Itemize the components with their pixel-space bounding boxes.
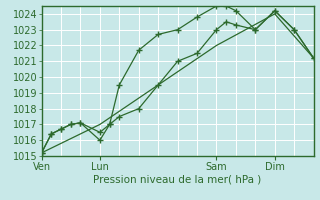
- X-axis label: Pression niveau de la mer( hPa ): Pression niveau de la mer( hPa ): [93, 174, 262, 184]
